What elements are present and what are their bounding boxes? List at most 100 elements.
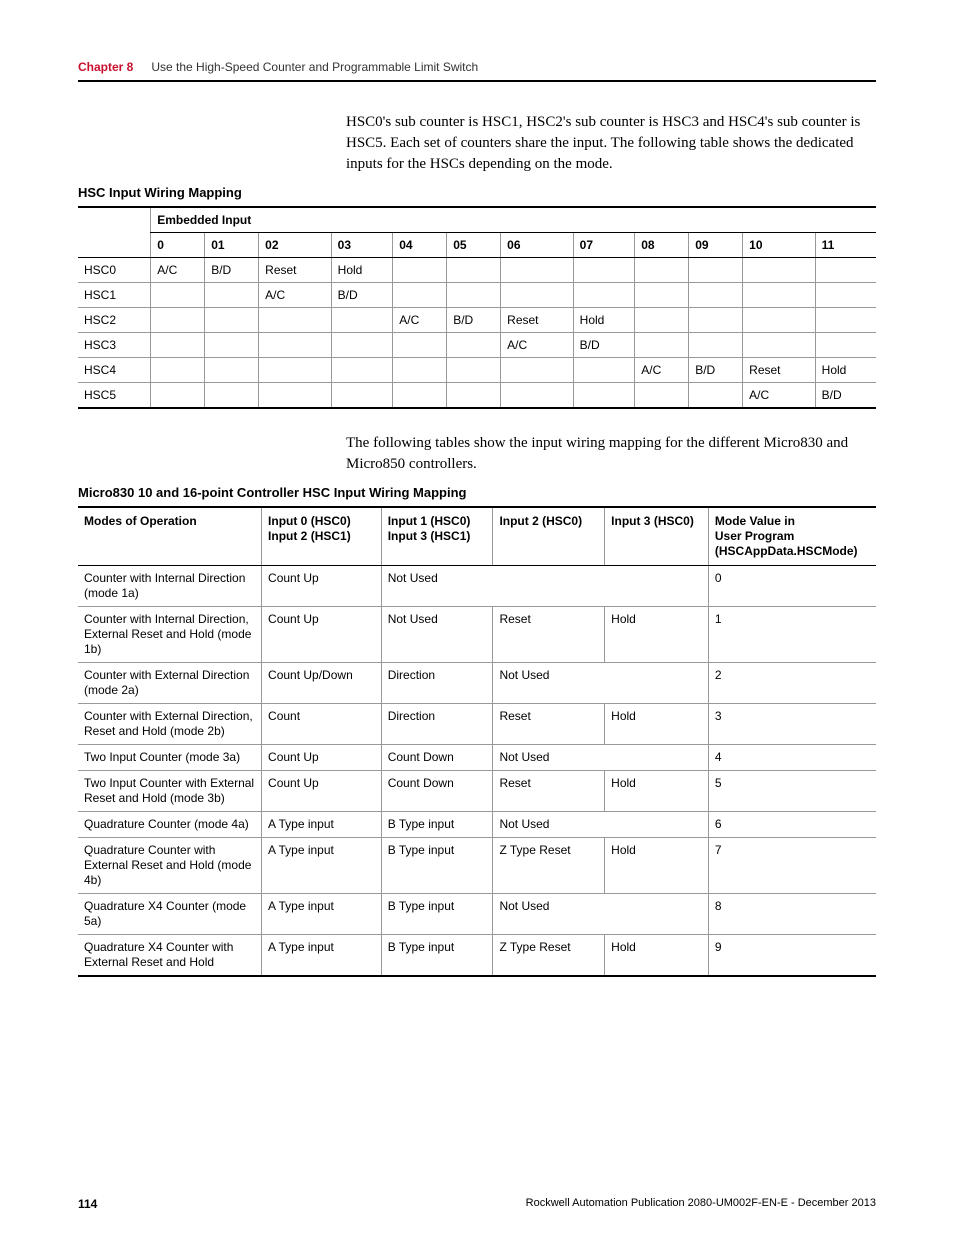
table-cell: A Type input: [262, 894, 382, 935]
table-cell: Count: [262, 704, 382, 745]
table-cell: [393, 283, 447, 308]
table-cell: [689, 383, 743, 409]
table-cell: [393, 358, 447, 383]
modeval-cell: 7: [708, 838, 876, 894]
table-cell: Not Used: [381, 607, 493, 663]
table-cell: [689, 258, 743, 283]
table-cell: Hold: [605, 607, 709, 663]
table-cell: [689, 308, 743, 333]
modeval-cell: 8: [708, 894, 876, 935]
table-cell: [501, 383, 574, 409]
table-cell: Reset: [493, 607, 605, 663]
table-cell: A Type input: [262, 935, 382, 977]
table-cell: [743, 308, 816, 333]
row-label: HSC4: [78, 358, 151, 383]
table-cell: Z Type Reset: [493, 838, 605, 894]
col-modes: Modes of Operation: [78, 507, 262, 566]
table-cell: [689, 283, 743, 308]
table-cell: A Type input: [262, 838, 382, 894]
col-header: 03: [331, 233, 393, 258]
chapter-title: Use the High-Speed Counter and Programma…: [151, 60, 478, 74]
table-cell: B/D: [447, 308, 501, 333]
mode-cell: Quadrature Counter (mode 4a): [78, 812, 262, 838]
table-cell: A Type input: [262, 812, 382, 838]
table-cell: Count Up: [262, 607, 382, 663]
table-cell: [743, 283, 816, 308]
table-cell: [205, 358, 259, 383]
table-cell: A/C: [635, 358, 689, 383]
row-label: HSC3: [78, 333, 151, 358]
table-cell: [447, 283, 501, 308]
table-cell: [573, 258, 635, 283]
table2-title: Micro830 10 and 16-point Controller HSC …: [78, 485, 876, 500]
table-cell: [447, 333, 501, 358]
table-cell: [689, 333, 743, 358]
table-cell: A/C: [259, 283, 332, 308]
table-cell: [205, 308, 259, 333]
modeval-cell: 3: [708, 704, 876, 745]
table-cell: [151, 383, 205, 409]
table-cell: B/D: [573, 333, 635, 358]
table-cell: Hold: [815, 358, 876, 383]
table-cell: Count Up: [262, 771, 382, 812]
table-cell: [205, 333, 259, 358]
table-cell: [501, 283, 574, 308]
col-header: 05: [447, 233, 501, 258]
chapter-label: Chapter 8: [78, 60, 133, 74]
table-cell: Reset: [501, 308, 574, 333]
publication-info: Rockwell Automation Publication 2080-UM0…: [526, 1197, 876, 1211]
table-cell: B/D: [205, 258, 259, 283]
col-input3: Input 3 (HSC0): [605, 507, 709, 566]
table-cell: [635, 383, 689, 409]
col-input2: Input 2 (HSC0): [493, 507, 605, 566]
row-label: HSC2: [78, 308, 151, 333]
intro-paragraph-2: The following tables show the input wiri…: [346, 433, 876, 475]
table-cell: [573, 358, 635, 383]
table-cell: Count Down: [381, 745, 493, 771]
mode-cell: Counter with External Direction, Reset a…: [78, 704, 262, 745]
table-cell: Hold: [605, 838, 709, 894]
table-cell: [635, 258, 689, 283]
table-cell: Z Type Reset: [493, 935, 605, 977]
table-cell: [635, 333, 689, 358]
mode-cell: Counter with Internal Direction, Externa…: [78, 607, 262, 663]
col-header: 11: [815, 233, 876, 258]
table-cell: Hold: [605, 704, 709, 745]
col-header: 01: [205, 233, 259, 258]
table-cell: A/C: [743, 383, 816, 409]
mode-cell: Quadrature X4 Counter with External Rese…: [78, 935, 262, 977]
mode-cell: Quadrature Counter with External Reset a…: [78, 838, 262, 894]
col-header: 10: [743, 233, 816, 258]
table-cell: [501, 358, 574, 383]
col-header: 0: [151, 233, 205, 258]
table-cell: B Type input: [381, 935, 493, 977]
col-header: 04: [393, 233, 447, 258]
table-cell: [743, 333, 816, 358]
table-cell: Count Up: [262, 566, 382, 607]
table-cell: [259, 308, 332, 333]
table-cell: [205, 283, 259, 308]
col-modeval: Mode Value inUser Program(HSCAppData.HSC…: [708, 507, 876, 566]
modeval-cell: 0: [708, 566, 876, 607]
table-cell: [331, 308, 393, 333]
table-cell: [205, 383, 259, 409]
table-cell: [151, 308, 205, 333]
table-cell: [447, 383, 501, 409]
table-cell: [635, 308, 689, 333]
row-label: HSC1: [78, 283, 151, 308]
table-cell: [151, 358, 205, 383]
table-cell: [331, 358, 393, 383]
table-cell: [815, 258, 876, 283]
table-cell: Count Up: [262, 745, 382, 771]
table-cell: [743, 258, 816, 283]
table-cell: Not Used: [493, 812, 708, 838]
table-cell: [573, 283, 635, 308]
table-cell: Direction: [381, 704, 493, 745]
table-cell: [331, 333, 393, 358]
table-cell: B/D: [815, 383, 876, 409]
micro830-mapping-table: Modes of OperationInput 0 (HSC0)Input 2 …: [78, 506, 876, 977]
table-cell: Count Up/Down: [262, 663, 382, 704]
table-cell: [259, 383, 332, 409]
table-cell: B/D: [689, 358, 743, 383]
table1-title: HSC Input Wiring Mapping: [78, 185, 876, 200]
